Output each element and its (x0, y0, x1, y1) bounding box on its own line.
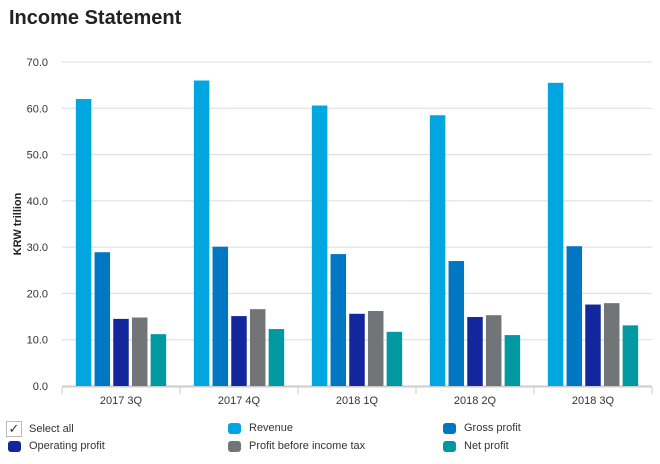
bar-revenue (75, 99, 92, 387)
bar-profit-before-income-tax (131, 317, 148, 386)
bar-revenue (311, 105, 328, 386)
y-tick-label: 70.0 (27, 57, 48, 69)
y-tick-label: 60.0 (27, 103, 48, 115)
legend-item-operating-profit[interactable]: Operating profit (8, 440, 105, 452)
bar-net-profit (504, 335, 521, 386)
legend-swatch (443, 440, 456, 452)
bar-operating-profit (467, 317, 483, 386)
legend-swatch (228, 440, 241, 452)
bar-revenue (429, 115, 446, 386)
checkmark-icon: ✓ (6, 421, 22, 437)
select-all-checkbox[interactable]: ✓ Select all (6, 421, 74, 437)
y-tick-label: 10.0 (27, 335, 48, 347)
legend-label: Operating profit (29, 440, 105, 452)
y-tick-label: 20.0 (27, 288, 48, 300)
bar-revenue (193, 80, 210, 386)
bar-gross-profit (566, 246, 583, 386)
bar-operating-profit (231, 316, 247, 386)
bar-net-profit (268, 329, 285, 386)
bar-operating-profit (113, 318, 129, 386)
legend-label: Gross profit (464, 422, 521, 434)
bar-profit-before-income-tax (367, 311, 384, 386)
x-tick-label: 2017 3Q (100, 395, 143, 407)
bar-net-profit (150, 334, 167, 386)
bar-gross-profit (448, 261, 465, 386)
legend-label: Net profit (464, 440, 509, 452)
legend-swatch (443, 422, 456, 434)
x-tick-label: 2018 2Q (454, 395, 497, 407)
legend-swatch (228, 422, 241, 434)
bar-net-profit (386, 331, 403, 386)
x-tick-label: 2018 1Q (336, 395, 379, 407)
bar-operating-profit (585, 304, 601, 386)
y-tick-label: 0.0 (33, 381, 48, 393)
page-title: Income Statement (9, 7, 182, 29)
bar-gross-profit (212, 246, 229, 386)
y-tick-label: 50.0 (27, 150, 48, 162)
legend-item-revenue[interactable]: Revenue (228, 422, 293, 434)
y-axis-label: KRW trillion (12, 192, 24, 255)
legend-label: Revenue (249, 422, 294, 434)
bar-net-profit (622, 325, 639, 386)
bar-gross-profit (94, 252, 111, 386)
legend-item-net-profit[interactable]: Net profit (443, 440, 509, 452)
bar-profit-before-income-tax (249, 309, 266, 386)
y-tick-label: 40.0 (27, 196, 48, 208)
bar-revenue (547, 82, 564, 386)
bar-gross-profit (330, 254, 347, 386)
bar-operating-profit (349, 313, 365, 386)
select-all-label: Select all (29, 423, 74, 435)
x-tick-label: 2018 3Q (572, 395, 615, 407)
legend-label: Profit before income tax (249, 440, 366, 452)
y-tick-label: 30.0 (27, 242, 48, 254)
x-tick-label: 2017 4Q (218, 395, 261, 407)
legend-item-gross-profit[interactable]: Gross profit (443, 422, 521, 434)
legend-item-profit-before-income-tax[interactable]: Profit before income tax (228, 440, 365, 452)
bar-profit-before-income-tax (603, 303, 620, 386)
legend-swatch (8, 440, 21, 452)
bar-profit-before-income-tax (485, 315, 502, 386)
